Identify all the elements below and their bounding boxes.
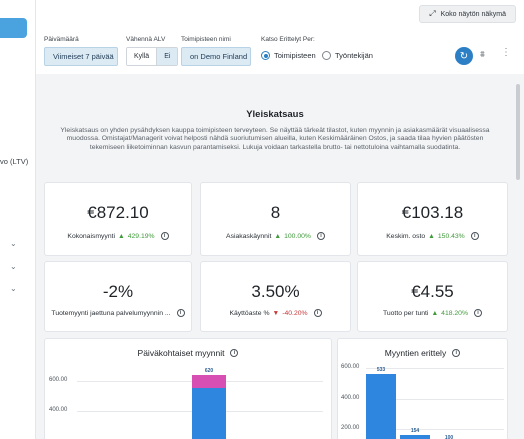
info-icon[interactable]: i [470,232,479,240]
kpi-delta: -40.20% [282,309,308,317]
kpi-value: €4.55 [411,282,454,301]
daily-sales-chart: Päiväkohtaiset myynnit i 600.00 400.00 6… [44,338,332,439]
chevron-down-icon[interactable]: ⌄ [10,284,17,293]
info-icon[interactable]: i [160,232,169,240]
info-icon[interactable]: i [316,232,325,240]
bar-data-label: 100 [444,435,454,439]
kpi-label: Asiakaskäynnit [226,232,272,240]
kpi-label: Kokonaismyynti [67,232,116,240]
down-arrow-icon: ▼ [272,309,280,317]
info-icon[interactable]: i [452,349,461,357]
kpi-delta: 150.43% [437,232,465,240]
dashboard-content: Yleiskatsaus Yleiskatsaus on yhden pysäh… [36,74,524,439]
kpi-card-revenue-per-hour: €4.55 Tuotto per tunti ▲ 418.20% i [357,261,508,332]
bar-segment-secondary[interactable] [192,375,226,388]
vat-yes-option[interactable]: Kyllä [127,48,157,65]
kpi-label-row: Kokonaismyynti ▲ 429.19% i [45,232,191,240]
sidebar-item-ltv[interactable]: vo (LTV) [0,157,29,166]
fullscreen-button[interactable]: ⤢ Koko näytön näkymä [419,5,516,23]
kpi-value: 8 [270,203,281,222]
kpi-value: €103.18 [401,203,464,222]
info-icon[interactable]: i [176,309,185,317]
gridline [366,368,504,369]
sidebar: vo (LTV) ⌄ ⌄ ⌄ [0,0,36,439]
radio-unchecked-icon [322,51,331,60]
chart-title-row: Päiväkohtaiset myynnit i [45,348,331,358]
top-bar: ⤢ Koko näytön näkymä [36,0,524,28]
kpi-label-row: Käyttöaste % ▼ -40.20% i [201,309,350,317]
bar-2[interactable] [400,435,430,439]
more-options-icon[interactable]: ⋮ [501,47,511,58]
kpi-label: Tuotemyynti jaettuna palvelumyynnin ... [51,309,171,317]
main-panel: ⤢ Koko näytön näkymä Päivämäärä Viimeise… [36,0,524,439]
kpi-delta: 418.20% [441,309,469,317]
fullscreen-label: Koko näytön näkymä [440,10,506,18]
y-tick-label: 400.00 [49,407,68,413]
overview-title: Yleiskatsaus [246,109,304,120]
info-icon[interactable]: i [313,309,322,317]
bar-data-label: 533 [376,367,386,373]
kpi-label: Tuotto per tunti [382,309,429,317]
radio-employee[interactable]: Työntekijän [322,51,373,60]
up-arrow-icon: ▲ [431,309,439,317]
up-arrow-icon: ▲ [118,232,125,240]
kpi-card-total-sales: €872.10 Kokonaismyynti ▲ 429.19% i [44,182,192,256]
radio-checked-icon [261,51,270,60]
filter-bar: Päivämäärä Viimeiset 7 päivää Vähennä AL… [36,30,524,74]
scrollbar[interactable] [516,84,520,180]
chevron-down-icon[interactable]: ⌄ [10,239,17,248]
radio-store-label: Toimipisteen [274,51,316,60]
kpi-value: -2% [102,282,134,301]
radio-employee-label: Työntekijän [335,51,373,60]
fullscreen-icon: ⤢ [429,9,436,18]
chart-title: Myyntien erittely [384,348,447,358]
kpi-value: 3.50% [251,282,300,301]
vat-toggle: Kyllä Ei [126,47,179,66]
gridline [366,399,504,400]
bar-data-label: 620 [204,368,214,374]
kpi-label: Käyttöaste % [229,309,270,317]
y-tick-label: 400.00 [341,395,360,401]
store-filter-label: Toimipisteen nimi [181,36,231,43]
radio-store[interactable]: Toimipisteen [261,51,316,60]
up-arrow-icon: ▲ [274,232,282,240]
breakdown-label: Katso Erittelyt Per: [261,36,315,43]
up-arrow-icon: ▲ [428,232,435,240]
date-range-select[interactable]: Viimeiset 7 päivää [44,47,118,66]
refresh-button[interactable]: ↻ [455,47,473,65]
y-tick-label: 600.00 [341,364,360,370]
bar-data-label: 154 [410,428,420,434]
chart-title-row: Myyntien erittely i [338,348,507,358]
store-select[interactable]: on Demo Finland [181,47,251,66]
kpi-label: Keskim. osto [386,232,426,240]
vat-filter-label: Vähennä ALV [126,36,166,43]
vat-no-option[interactable]: Ei [156,48,178,65]
kpi-label-row: Keskim. osto ▲ 150.43% i [358,232,507,240]
kpi-label-row: Tuotto per tunti ▲ 418.20% i [358,309,507,317]
kpi-delta: 429.19% [127,232,155,240]
chevron-down-icon[interactable]: ⌄ [10,262,17,271]
gridline [366,429,504,430]
kpi-card-avg-purchase: €103.18 Keskim. osto ▲ 150.43% i [357,182,508,256]
kpi-label-row: Asiakaskäynnit ▲ 100.00% i [201,232,350,240]
y-tick-label: 200.00 [341,425,360,431]
kpi-card-utilization: 3.50% Käyttöaste % ▼ -40.20% i [200,261,351,332]
bar-1[interactable] [366,374,396,439]
info-icon[interactable]: i [230,349,239,357]
overview-description: Yleiskatsaus on yhden pysähdyksen kauppa… [60,127,490,151]
kpi-value: €872.10 [87,203,149,222]
info-icon[interactable]: i [474,309,483,317]
sidebar-active-item[interactable] [0,18,27,38]
chart-title: Päiväkohtaiset myynnit [137,348,225,358]
kpi-label-row: Tuotemyynti jaettuna palvelumyynnin ... … [45,309,191,317]
date-filter-label: Päivämäärä [44,36,79,43]
filter-icon[interactable]: ⩩ [480,49,485,59]
kpi-card-visits: 8 Asiakaskäynnit ▲ 100.00% i [200,182,351,256]
sales-breakdown-chart: Myyntien erittely i 600.00 400.00 200.00… [337,338,508,439]
y-tick-label: 600.00 [49,377,68,383]
bar-segment-primary[interactable] [192,388,226,439]
kpi-card-product-ratio: -2% Tuotemyynti jaettuna palvelumyynnin … [44,261,192,332]
kpi-delta: 100.00% [284,232,311,240]
